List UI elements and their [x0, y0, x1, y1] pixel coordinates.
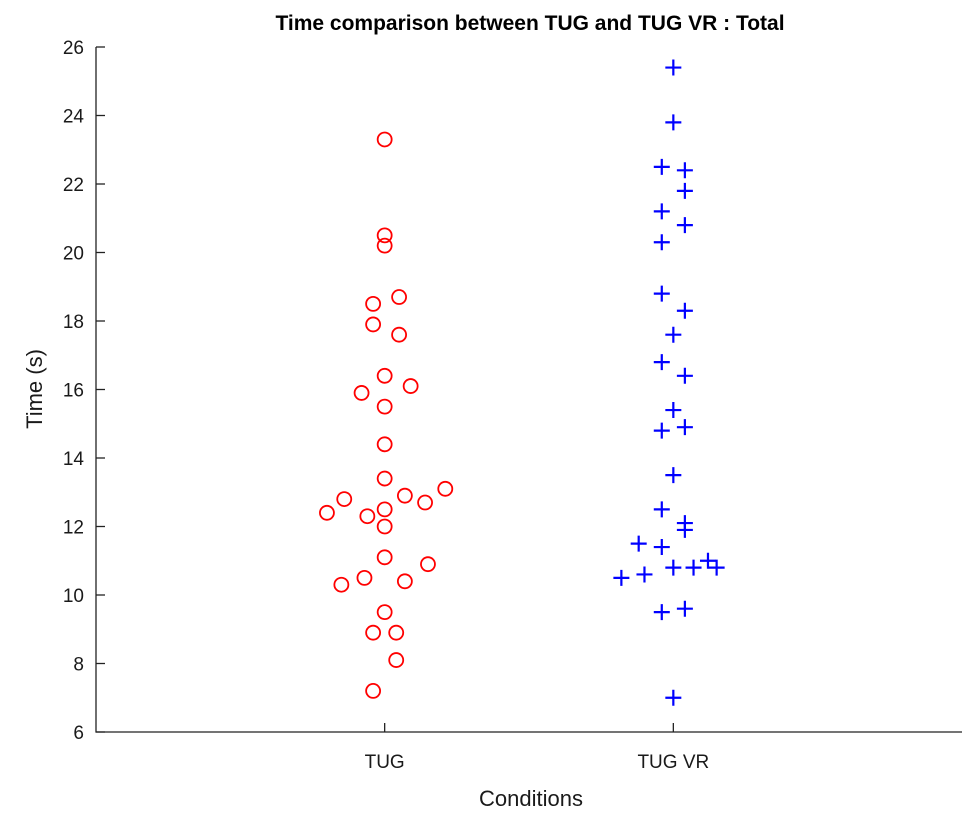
data-points	[319, 59, 725, 706]
data-point-tug-vr	[636, 566, 653, 583]
y-tick-label: 26	[63, 38, 84, 59]
data-point-tug-vr	[699, 552, 716, 569]
data-point-tug-vr	[665, 114, 682, 131]
y-tick-label: 12	[63, 518, 84, 539]
data-point-tug-vr	[653, 422, 670, 439]
data-point-tug-vr	[665, 402, 682, 419]
y-tick-label: 10	[63, 586, 84, 607]
data-point-tug	[391, 326, 408, 343]
data-point-tug	[365, 683, 382, 699]
x-axis-label: Conditions	[479, 786, 583, 811]
data-point-tug-vr	[665, 559, 682, 576]
data-point-tug	[376, 470, 393, 487]
data-point-tug	[388, 652, 405, 668]
data-point-tug	[396, 487, 413, 504]
data-point-tug	[388, 624, 405, 641]
data-point-tug	[376, 131, 393, 148]
data-point-tug-vr	[653, 539, 670, 556]
y-tick-label: 22	[63, 175, 84, 196]
data-point-tug-vr	[653, 285, 670, 302]
data-point-tug-vr	[665, 467, 682, 484]
data-point-tug-vr	[676, 521, 693, 538]
data-point-tug-vr	[653, 354, 670, 371]
data-point-tug	[359, 508, 376, 525]
y-tick-label: 18	[63, 312, 84, 333]
data-point-tug-vr	[665, 326, 682, 343]
data-point-tug-vr	[665, 59, 682, 76]
y-tick-label: 14	[63, 449, 85, 470]
data-point-tug	[376, 604, 393, 621]
data-point-tug	[376, 436, 393, 453]
data-point-tug	[376, 367, 393, 384]
data-point-tug-vr	[685, 559, 702, 576]
data-point-tug	[376, 398, 393, 415]
data-point-tug-vr	[676, 182, 693, 199]
x-ticks: TUG TUG VR	[365, 723, 709, 773]
data-point-tug-vr	[676, 419, 693, 436]
x-tick-label: TUG VR	[637, 752, 709, 773]
data-point-tug-vr	[676, 600, 693, 617]
data-point-tug-vr	[676, 162, 693, 179]
data-point-tug	[376, 227, 393, 244]
y-axis-label: Time (s)	[22, 349, 47, 429]
data-point-tug	[376, 518, 393, 535]
data-point-tug	[420, 556, 436, 573]
y-ticks: 6 8 10 12 14 16 18 20 22 24 26	[63, 38, 105, 744]
data-point-tug-vr	[613, 569, 630, 586]
data-point-tug	[365, 295, 382, 312]
data-point-tug	[391, 289, 408, 305]
data-point-tug	[336, 491, 353, 508]
data-point-tug-vr	[653, 604, 670, 621]
data-point-tug	[376, 237, 393, 254]
y-tick-label: 8	[73, 655, 84, 676]
data-point-tug	[376, 501, 393, 518]
data-point-tug	[319, 504, 335, 521]
chart-title: Time comparison between TUG and TUG VR :…	[275, 12, 784, 35]
data-point-tug-vr	[653, 501, 670, 518]
data-point-tug	[365, 624, 382, 641]
data-point-tug	[402, 378, 419, 394]
y-tick-label: 20	[63, 244, 84, 265]
data-point-tug	[437, 480, 454, 497]
y-tick-label: 16	[63, 381, 84, 402]
data-point-tug	[396, 573, 413, 590]
y-tick-label: 24	[63, 107, 85, 128]
data-point-tug	[417, 494, 433, 511]
y-tick-label: 6	[73, 723, 84, 744]
data-point-tug-vr	[653, 234, 670, 251]
data-point-tug-vr	[630, 535, 647, 552]
data-point-tug	[376, 549, 393, 566]
data-point-tug-vr	[676, 302, 693, 319]
data-point-tug-vr	[708, 559, 725, 576]
axes	[95, 47, 962, 733]
data-point-tug-vr	[665, 689, 682, 706]
axis-frame	[95, 47, 962, 733]
data-point-tug	[333, 576, 350, 593]
data-point-tug-vr	[676, 217, 693, 234]
data-point-tug	[353, 385, 370, 401]
data-point-tug-vr	[653, 158, 670, 175]
data-point-tug	[365, 316, 382, 333]
data-point-tug-vr	[676, 367, 693, 384]
data-point-tug-vr	[653, 203, 670, 220]
data-point-tug	[356, 569, 373, 586]
x-tick-label: TUG	[365, 752, 405, 773]
